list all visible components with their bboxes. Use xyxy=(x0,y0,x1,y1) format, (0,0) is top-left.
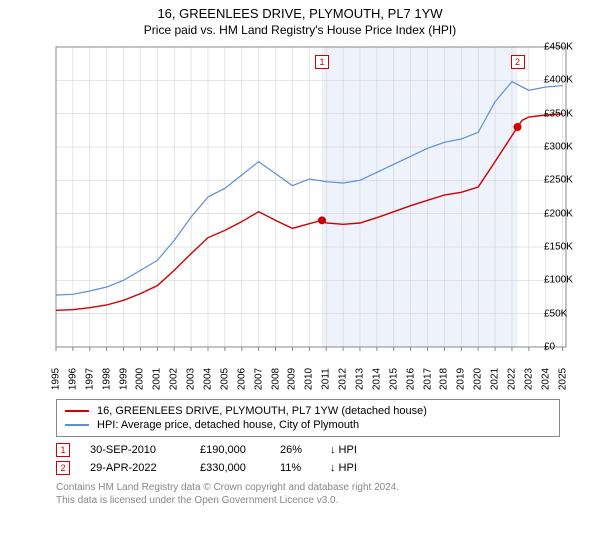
legend-swatch xyxy=(65,410,89,412)
x-tick-label: 2021 xyxy=(490,368,501,390)
x-tick-label: 2025 xyxy=(557,368,568,390)
transaction-pct: 11% xyxy=(280,462,330,474)
x-tick-label: 2022 xyxy=(506,368,517,390)
transaction-price: £190,000 xyxy=(200,444,280,456)
x-tick-label: 2019 xyxy=(456,368,467,390)
x-tick-label: 2014 xyxy=(371,368,382,390)
x-tick-label: 2011 xyxy=(321,368,332,390)
x-tick-label: 2012 xyxy=(338,368,349,390)
down-arrow-icon: ↓ HPI xyxy=(330,462,357,474)
x-tick-label: 2006 xyxy=(236,368,247,390)
legend-item: HPI: Average price, detached house, City… xyxy=(65,418,551,432)
chart-area: £0 £50K £100K £150K £200K £250K £300K £350K £400… xyxy=(0,43,600,393)
transaction-row-marker: 1 xyxy=(56,443,70,457)
annotation-marker: 1 xyxy=(315,55,329,69)
x-tick-label: 1999 xyxy=(118,368,129,390)
x-tick-label: 2003 xyxy=(186,368,197,390)
x-tick-label: 2017 xyxy=(422,368,433,390)
x-tick-label: 2001 xyxy=(152,368,163,390)
y-tick-label: £0 xyxy=(544,342,596,353)
y-tick-label: £100K xyxy=(544,275,596,286)
credits: Contains HM Land Registry data © Crown c… xyxy=(0,477,600,507)
x-tick-label: 1998 xyxy=(101,368,112,390)
legend-label: HPI: Average price, detached house, City… xyxy=(97,419,359,431)
x-tick-label: 2018 xyxy=(439,368,450,390)
x-tick-label: 2013 xyxy=(354,368,365,390)
x-tick-label: 2000 xyxy=(135,368,146,390)
transaction-date: 29-APR-2022 xyxy=(90,462,200,474)
x-tick-label: 1995 xyxy=(51,368,62,390)
y-tick-label: £300K xyxy=(544,142,596,153)
y-tick-label: £400K xyxy=(544,75,596,86)
x-tick-label: 1996 xyxy=(67,368,78,390)
y-tick-label: £450K xyxy=(544,42,596,53)
x-tick-label: 2004 xyxy=(202,368,213,390)
x-tick-label: 2016 xyxy=(405,368,416,390)
transaction-row-marker: 2 xyxy=(56,461,70,475)
x-tick-label: 1997 xyxy=(84,368,95,390)
y-tick-label: £350K xyxy=(544,108,596,119)
credits-line1: Contains HM Land Registry data © Crown c… xyxy=(56,481,560,494)
chart-subtitle: Price paid vs. HM Land Registry's House … xyxy=(0,21,600,43)
x-tick-label: 2024 xyxy=(540,368,551,390)
y-tick-label: £250K xyxy=(544,175,596,186)
x-tick-label: 2015 xyxy=(388,368,399,390)
x-tick-label: 2002 xyxy=(169,368,180,390)
legend-swatch xyxy=(65,424,89,426)
y-tick-label: £50K xyxy=(544,308,596,319)
x-tick-label: 2020 xyxy=(473,368,484,390)
x-tick-label: 2023 xyxy=(523,368,534,390)
legend: 16, GREENLEES DRIVE, PLYMOUTH, PL7 1YW (… xyxy=(56,399,560,437)
transaction-price: £330,000 xyxy=(200,462,280,474)
credits-line2: This data is licensed under the Open Gov… xyxy=(56,494,560,507)
x-tick-label: 2008 xyxy=(270,368,281,390)
y-tick-label: £150K xyxy=(544,242,596,253)
transaction-date: 30-SEP-2010 xyxy=(90,444,200,456)
x-tick-label: 2005 xyxy=(219,368,230,390)
chart-svg xyxy=(0,43,600,393)
x-tick-label: 2010 xyxy=(304,368,315,390)
chart-title: 16, GREENLEES DRIVE, PLYMOUTH, PL7 1YW xyxy=(0,0,600,21)
down-arrow-icon: ↓ HPI xyxy=(330,444,357,456)
annotation-marker: 2 xyxy=(511,55,525,69)
x-tick-label: 2009 xyxy=(287,368,298,390)
transaction-row: 2 29-APR-2022£330,00011%↓ HPI xyxy=(0,459,600,477)
legend-label: 16, GREENLEES DRIVE, PLYMOUTH, PL7 1YW (… xyxy=(97,405,427,417)
transaction-marker xyxy=(318,216,326,224)
transaction-marker xyxy=(514,123,522,131)
transaction-row: 1 30-SEP-2010£190,00026%↓ HPI xyxy=(0,441,600,459)
legend-item: 16, GREENLEES DRIVE, PLYMOUTH, PL7 1YW (… xyxy=(65,404,551,418)
transaction-pct: 26% xyxy=(280,444,330,456)
y-tick-label: £200K xyxy=(544,208,596,219)
x-tick-label: 2007 xyxy=(253,368,264,390)
